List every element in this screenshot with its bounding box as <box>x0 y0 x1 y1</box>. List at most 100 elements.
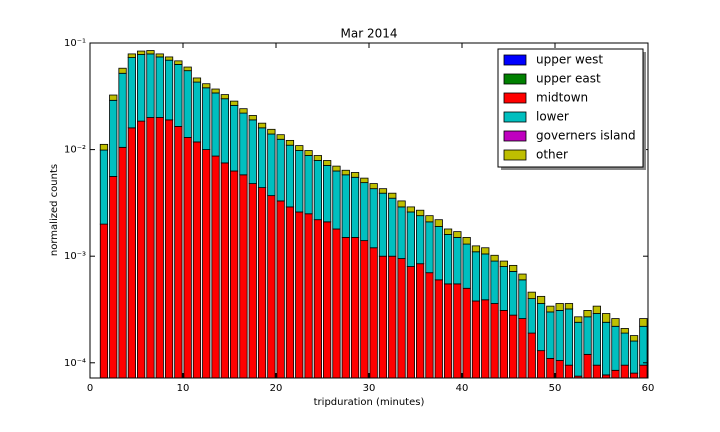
bar-segment <box>555 303 564 311</box>
bar-segment <box>127 127 136 378</box>
bar-segment <box>592 313 601 366</box>
bar-segment <box>416 215 425 265</box>
bar-segment <box>546 311 555 359</box>
plot-frame <box>89 42 649 379</box>
bar-segment <box>369 183 378 190</box>
bar-segment <box>620 332 629 366</box>
bar-segment <box>99 223 109 378</box>
bar-segment <box>248 115 257 121</box>
bar-segment <box>248 119 257 184</box>
bar-segment <box>220 94 229 100</box>
bar-segment <box>443 283 453 378</box>
bar-segment <box>239 174 248 378</box>
bar-segment <box>127 53 136 58</box>
legend-label: upper east <box>536 72 601 86</box>
legend-label: midtown <box>536 91 588 105</box>
bar-segment <box>425 221 434 274</box>
bar-segment <box>443 234 453 285</box>
bar-segment <box>388 197 397 257</box>
bar-segment <box>434 226 443 281</box>
bar-segment <box>509 314 518 378</box>
bar-segment <box>109 94 118 101</box>
y-tick-label: 10⁻² <box>64 145 86 156</box>
bar-segment <box>146 53 155 118</box>
bar-segment <box>304 150 313 156</box>
bar-segment <box>267 195 276 378</box>
bar-segment <box>137 120 146 378</box>
bar-segment <box>434 279 443 378</box>
y-tick-label: 10⁻⁴ <box>64 358 86 369</box>
bar-segment <box>453 231 462 238</box>
bar-segment <box>574 316 583 323</box>
x-axis-label: tripduration (minutes) <box>314 397 425 408</box>
bar-segment <box>155 117 164 378</box>
legend-swatch <box>503 149 527 161</box>
bar-segment <box>118 67 127 74</box>
y-tick-label: 10⁻¹ <box>64 38 86 49</box>
bar-segment <box>527 298 536 334</box>
bar-segment <box>285 206 295 378</box>
bar-segment <box>174 60 183 65</box>
chart-title: Mar 2014 <box>341 27 398 41</box>
bar-segment <box>639 318 648 327</box>
bar-segment <box>118 146 127 378</box>
bar-segment <box>323 160 332 166</box>
bar-segment <box>183 70 192 138</box>
bar-segment <box>406 206 415 213</box>
legend-swatch <box>503 73 527 85</box>
bar-segment <box>564 308 574 366</box>
y-tick-label: 10⁻³ <box>64 251 86 262</box>
bar-segment <box>397 206 406 259</box>
bar-segment <box>183 137 192 378</box>
bar-segment <box>388 192 397 199</box>
bar-segment <box>183 66 192 72</box>
bar-segment <box>397 258 406 378</box>
bar-segment <box>490 303 499 378</box>
bar-segment <box>536 303 546 352</box>
bar-segment <box>471 300 481 378</box>
bar-segment <box>192 77 202 83</box>
bar-segment <box>211 92 220 157</box>
bar-segment <box>267 128 276 135</box>
bar-segment <box>230 100 239 106</box>
bar-segment <box>276 138 285 202</box>
x-tick-label: 50 <box>549 383 562 394</box>
bar-segment <box>546 305 555 313</box>
bar-segment <box>611 318 620 327</box>
bar-segment <box>323 165 332 223</box>
bar-segment <box>295 145 304 151</box>
legend: upper west upper east midtown lower governer… <box>497 48 646 170</box>
bar-segment <box>220 162 229 378</box>
bar-segment <box>99 149 109 225</box>
bar-segment <box>406 266 415 378</box>
legend-box <box>497 48 644 168</box>
bar-segment <box>453 283 462 378</box>
bar-segment <box>332 165 341 172</box>
bar-segment <box>378 188 388 194</box>
bar-segment <box>230 170 239 378</box>
bar-segment <box>443 228 453 235</box>
legend-swatch <box>503 130 527 142</box>
bar-segment <box>462 237 471 245</box>
bar-segment <box>481 253 490 301</box>
bar-segment <box>369 247 378 378</box>
bar-segment <box>583 310 592 318</box>
bar-segment <box>406 211 415 267</box>
bar-segment <box>239 112 248 176</box>
bar-segment <box>146 50 155 55</box>
bar-segment <box>620 328 629 334</box>
bar-segment <box>211 88 220 94</box>
bar-segment <box>109 99 118 177</box>
bar-segment <box>360 177 369 184</box>
bar-segment <box>416 209 425 217</box>
bar-segment <box>555 310 564 361</box>
bar-segment <box>471 245 481 253</box>
bar-segment <box>109 176 118 378</box>
bar-segment <box>313 160 322 221</box>
bar-segment <box>164 59 174 121</box>
bar-segment <box>295 211 304 378</box>
bar-segment <box>341 174 350 238</box>
bar-segment <box>527 291 536 300</box>
bar-segment <box>574 321 583 377</box>
bars <box>99 50 648 378</box>
